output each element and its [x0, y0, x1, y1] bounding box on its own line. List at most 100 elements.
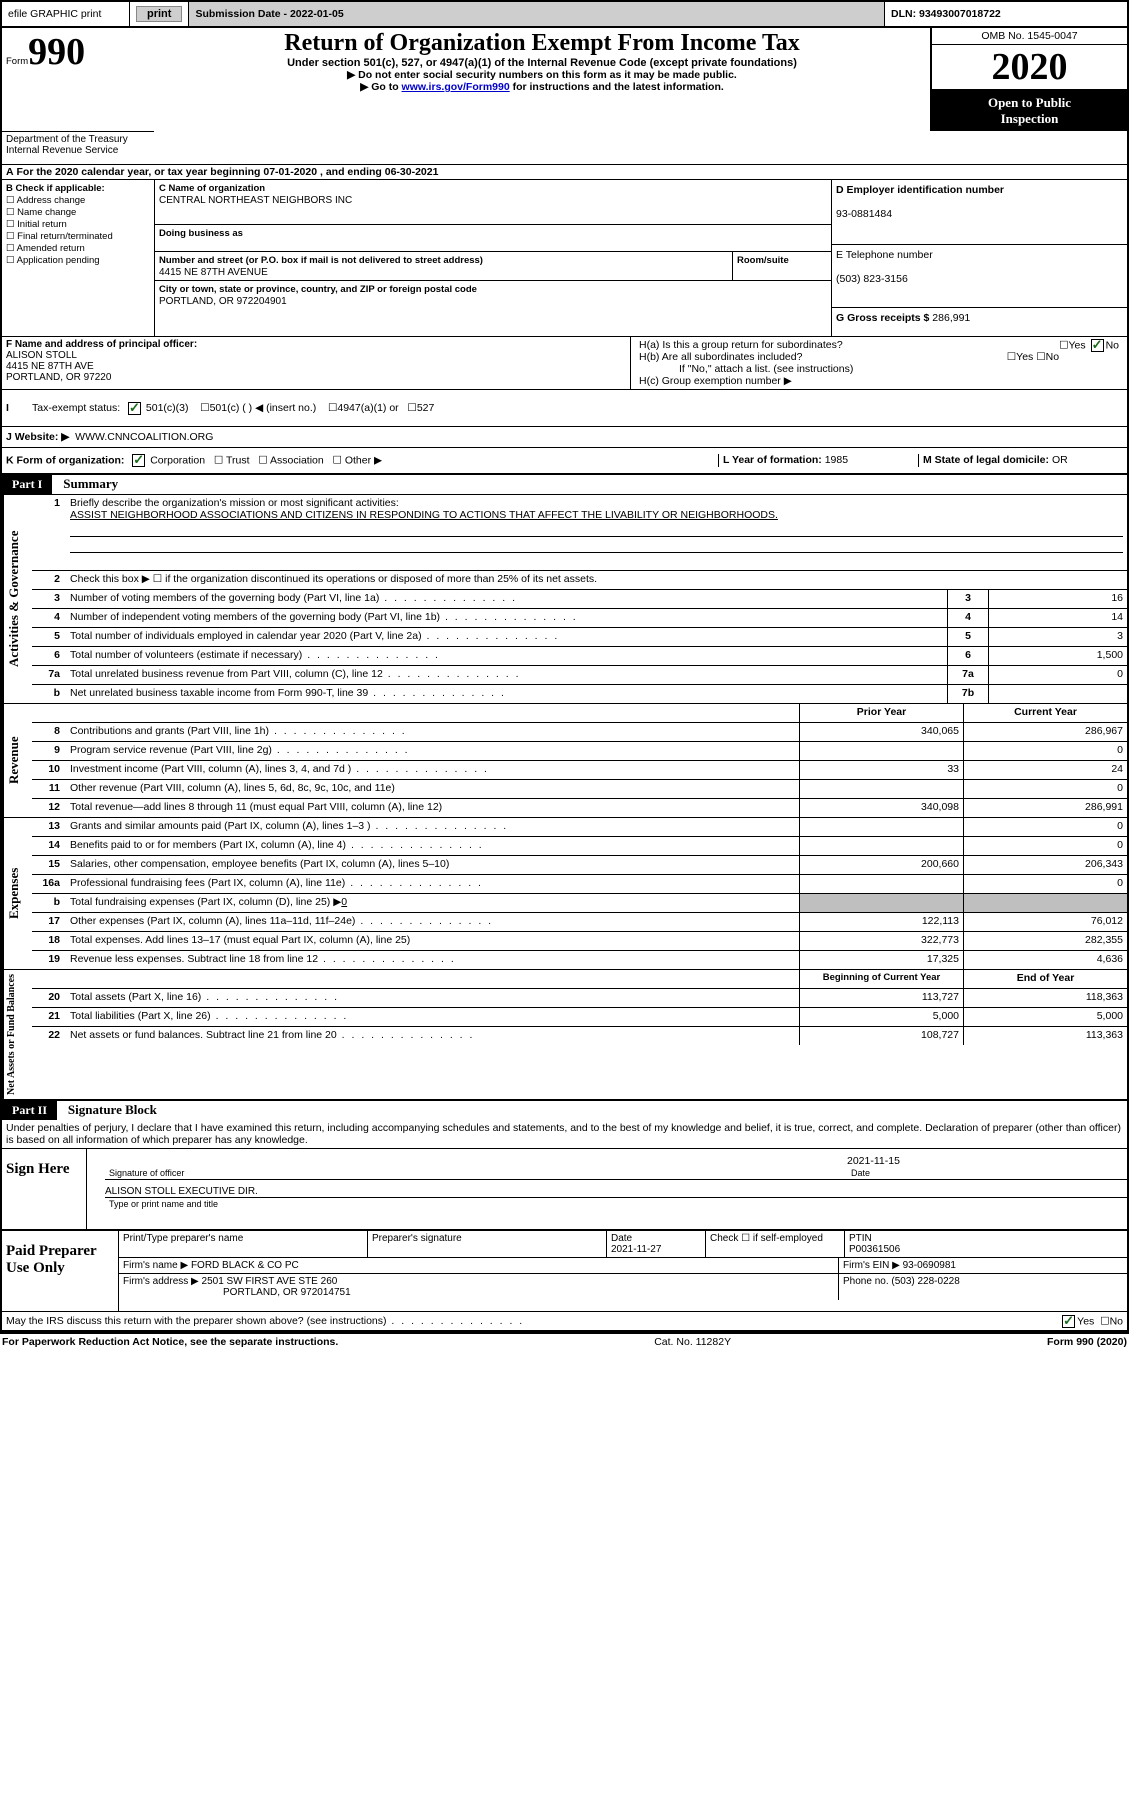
vlabel-netassets: Net Assets or Fund Balances: [2, 970, 32, 1099]
room-label: Room/suite: [737, 255, 789, 266]
b-header: B Check if applicable:: [6, 183, 105, 194]
city-label: City or town, state or province, country…: [159, 284, 477, 295]
line20-desc: Total assets (Part X, line 16): [66, 989, 799, 1007]
opt-other: Other ▶: [345, 454, 382, 466]
line5-desc: Total number of individuals employed in …: [66, 628, 947, 646]
prior-year-hdr: Prior Year: [799, 704, 963, 722]
website-row: J Website: ▶ WWW.CNNCOALITION.ORG: [2, 426, 1127, 447]
curr-15: 206,343: [963, 856, 1127, 874]
f-label: F Name and address of principal officer:: [6, 339, 197, 350]
type-print-caption: Type or print name and title: [105, 1199, 218, 1209]
line12-desc: Total revenue—add lines 8 through 11 (mu…: [66, 799, 799, 817]
footer-left: For Paperwork Reduction Act Notice, see …: [2, 1336, 338, 1348]
k-label: K Form of organization:: [6, 454, 124, 466]
sign-here-section: Sign Here Signature of officer 2021-11-1…: [2, 1148, 1127, 1229]
opt-app-pending: ☐ Application pending: [6, 255, 150, 266]
val-7b: [988, 685, 1127, 703]
form-org-row: K Form of organization: Corporation ☐ Tr…: [2, 447, 1127, 473]
line16a-desc: Professional fundraising fees (Part IX, …: [66, 875, 799, 893]
opt-501c: 501(c) ( ) ◀ (insert no.): [210, 402, 317, 414]
officer-name: ALISON STOLL: [6, 350, 77, 361]
prior-13: [799, 818, 963, 836]
line13-desc: Grants and similar amounts paid (Part IX…: [66, 818, 799, 836]
form990-link[interactable]: www.irs.gov/Form990: [402, 81, 510, 93]
warning-ssn: ▶ Do not enter social security numbers o…: [158, 69, 926, 81]
current-year-hdr: Current Year: [963, 704, 1127, 722]
ha-row: H(a) Is this a group return for subordin…: [639, 339, 1119, 351]
discuss-text: May the IRS discuss this return with the…: [6, 1315, 524, 1327]
gross-receipts: 286,991: [932, 312, 970, 324]
curr-22: 113,363: [963, 1027, 1127, 1045]
sig-date-value: 2021-11-15: [847, 1155, 900, 1167]
line11-desc: Other revenue (Part VIII, column (A), li…: [66, 780, 799, 798]
firm-addr-label: Firm's address ▶: [123, 1276, 202, 1287]
state-domicile: OR: [1052, 454, 1068, 466]
curr-9: 0: [963, 742, 1127, 760]
val-5: 3: [988, 628, 1127, 646]
line7b-desc: Net unrelated business taxable income fr…: [66, 685, 947, 703]
beg-year-hdr: Beginning of Current Year: [799, 970, 963, 988]
city-value: PORTLAND, OR 972204901: [159, 296, 287, 307]
paid-preparer-section: Paid Preparer Use Only Print/Type prepar…: [2, 1229, 1127, 1311]
tax-exempt-label: Tax-exempt status:: [32, 402, 120, 414]
line22-desc: Net assets or fund balances. Subtract li…: [66, 1027, 799, 1045]
prior-15: 200,660: [799, 856, 963, 874]
footer-right: Form 990 (2020): [1047, 1336, 1127, 1348]
line21-desc: Total liabilities (Part X, line 26): [66, 1008, 799, 1026]
top-bar: efile GRAPHIC print efile GRAPHIC print …: [0, 0, 1129, 28]
m-label: M State of legal domicile:: [923, 454, 1052, 466]
e-phone-label: E Telephone number: [836, 249, 933, 261]
opt-address-change: ☐ Address change: [6, 195, 150, 206]
501c3-check: [128, 402, 141, 415]
ha-no-check: [1091, 339, 1104, 352]
firm-ein-label: Firm's EIN ▶: [843, 1260, 903, 1271]
phone-value: (503) 823-3156: [836, 273, 908, 285]
print-button-visual[interactable]: print: [136, 6, 182, 22]
curr-16a: 0: [963, 875, 1127, 893]
prep-date-value: 2021-11-27: [611, 1244, 661, 1255]
prep-date-label: Date: [611, 1233, 632, 1244]
curr-17: 76,012: [963, 913, 1127, 931]
curr-20: 118,363: [963, 989, 1127, 1007]
period-line-a: A For the 2020 calendar year, or tax yea…: [2, 164, 1127, 179]
c-name-label: C Name of organization: [159, 183, 265, 194]
line10-desc: Investment income (Part VIII, column (A)…: [66, 761, 799, 779]
self-employed-check: Check ☐ if self-employed: [710, 1233, 823, 1244]
officer-addr1: 4415 NE 87TH AVE: [6, 361, 94, 372]
curr-10: 24: [963, 761, 1127, 779]
warning-goto: ▶ Go to www.irs.gov/Form990 for instruct…: [158, 81, 926, 93]
curr-14: 0: [963, 837, 1127, 855]
prep-name-label: Print/Type preparer's name: [123, 1233, 243, 1244]
curr-19: 4,636: [963, 951, 1127, 969]
section-f-h: F Name and address of principal officer:…: [2, 336, 1127, 389]
officer-addr2: PORTLAND, OR 97220: [6, 372, 111, 383]
street-value: 4415 NE 87TH AVENUE: [159, 267, 268, 278]
ptin-value: P00361506: [849, 1244, 900, 1255]
prior-20: 113,727: [799, 989, 963, 1007]
street-label: Number and street (or P.O. box if mail i…: [159, 255, 483, 266]
penalty-text: Under penalties of perjury, I declare th…: [2, 1120, 1127, 1148]
part1-header-row: Part I Summary: [2, 473, 1127, 494]
prior-10: 33: [799, 761, 963, 779]
part2-title: Signature Block: [60, 1102, 157, 1117]
firm-phone: (503) 228-0228: [891, 1276, 959, 1287]
firm-addr1: 2501 SW FIRST AVE STE 260: [202, 1276, 338, 1287]
prior-11: [799, 780, 963, 798]
prep-sig-label: Preparer's signature: [372, 1233, 462, 1244]
tax-exempt-row: I Tax-exempt status: 501(c)(3) ☐ 501(c) …: [2, 389, 1127, 426]
opt-527: 527: [417, 402, 435, 414]
firm-name-label: Firm's name ▶: [123, 1260, 191, 1271]
prior-21: 5,000: [799, 1008, 963, 1026]
form-header: Form990 Return of Organization Exempt Fr…: [2, 28, 1127, 131]
val-6: 1,500: [988, 647, 1127, 665]
opt-name-change: ☐ Name change: [6, 207, 150, 218]
vlabel-governance: Activities & Governance: [2, 495, 32, 703]
firm-ein: 93-0690981: [903, 1260, 956, 1271]
sig-date-caption: Date: [847, 1168, 870, 1178]
line2-desc: Check this box ▶ ☐ if the organization d…: [66, 571, 1127, 589]
tax-year-range: For the 2020 calendar year, or tax year …: [17, 166, 439, 178]
sig-officer-caption: Signature of officer: [105, 1168, 184, 1178]
curr-8: 286,967: [963, 723, 1127, 741]
line15-desc: Salaries, other compensation, employee b…: [66, 856, 799, 874]
val-3: 16: [988, 590, 1127, 608]
